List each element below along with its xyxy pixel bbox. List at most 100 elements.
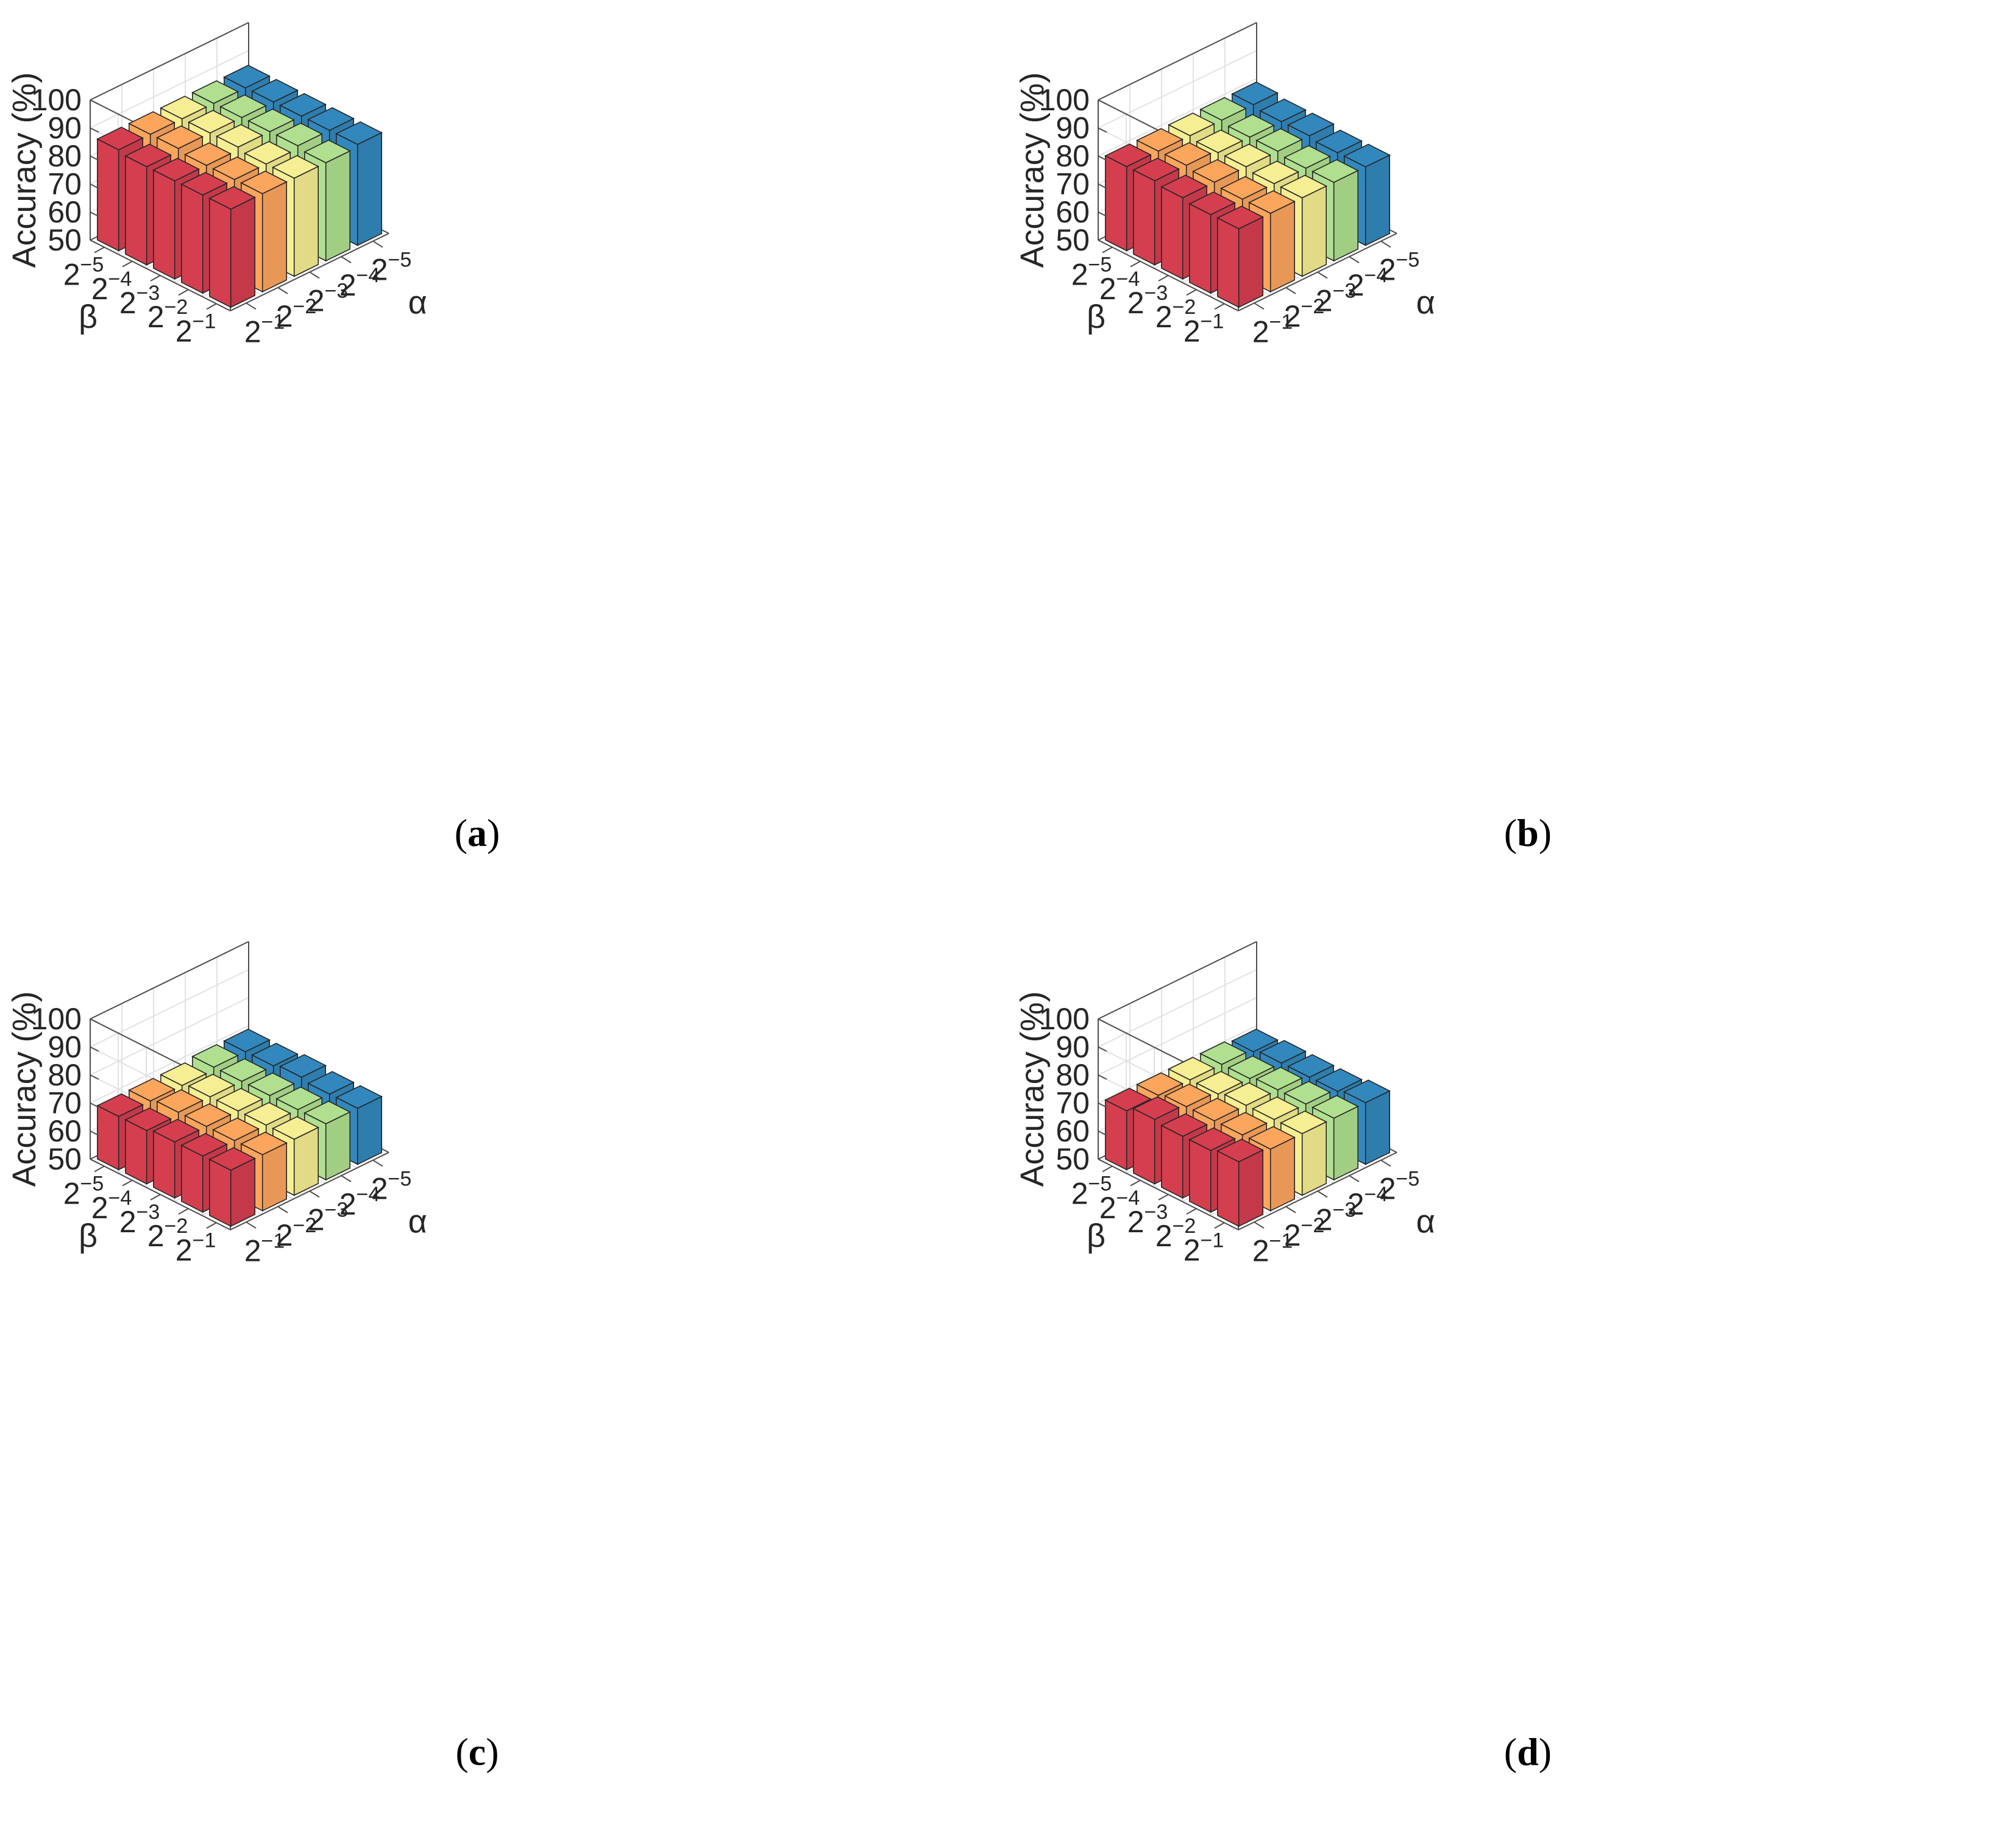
box-edge [90,941,249,1020]
bar-top [184,142,232,166]
beta-tick-label: 2−3 [119,282,160,320]
bar-face [1269,1137,1296,1212]
beta-tick [1158,1194,1169,1201]
bar-top [188,110,235,134]
z-tick [1098,1159,1107,1164]
bar-top [303,140,351,163]
bar-alpha1-beta1 [1216,1138,1264,1227]
alpha-tick [1349,1175,1360,1182]
alpha-tick [309,271,320,279]
bar-top [1160,1113,1208,1137]
beta-tick-label: 2−3 [1127,282,1168,320]
beta-axis-label: β [79,1218,98,1254]
z-tick-label: 90 [1056,1030,1090,1064]
alpha-tick [1285,1206,1296,1213]
bar-top [1227,1055,1275,1079]
bar-top [1199,1041,1247,1065]
beta-tick-label: 2−5 [63,254,104,292]
bar-face [1333,1105,1359,1181]
bar-face [325,150,351,262]
alpha-tick [246,302,257,310]
z-tick-label: 80 [1056,1058,1090,1092]
beta-tick [1158,275,1169,282]
bar-top [1188,1127,1236,1151]
beta-tick [1130,260,1141,268]
z-tick [90,99,99,105]
z-tick-label: 80 [48,1058,82,1092]
z-tick-label: 70 [1056,1086,1090,1120]
bar-face [208,197,232,308]
bar-face [1216,1150,1240,1227]
bar-top [1192,1098,1240,1122]
bar-top [1283,1080,1331,1105]
bar-top [247,1072,295,1096]
bar-face [1188,203,1212,294]
bar-face [1161,186,1184,280]
z-tick-label: 50 [48,223,82,257]
alpha-tick-label: 2−2 [276,295,317,333]
beta-tick-label: 2−5 [1071,1173,1112,1211]
alpha-axis-label: α [408,285,427,321]
z-tick-label: 100 [31,1002,82,1036]
bar-top [307,1071,355,1095]
alpha-tick-label: 2−2 [1284,1214,1325,1252]
bar-face [1105,1099,1127,1171]
bar-top [1168,112,1215,137]
bar-alpha1-beta1 [208,186,256,308]
bar-top [128,111,176,135]
bar-top [1280,174,1327,199]
bar-face [1333,169,1359,262]
beta-tick-label: 2−5 [1071,254,1112,292]
bar-top [1160,174,1208,199]
bar-top [1311,1095,1359,1119]
beta-tick [1186,289,1197,296]
bar-top [1227,114,1275,138]
z-tick [1098,211,1107,217]
bar-top [160,1062,207,1087]
z-tick-label: 60 [1056,195,1090,229]
alpha-tick [1254,302,1265,310]
bar-top [219,94,267,118]
bar-face [180,183,204,294]
bar-top [272,1116,319,1140]
z-axis-label: Accuracy (%) [6,991,43,1187]
z-tick [1098,99,1107,105]
alpha-tick [372,1159,383,1167]
bar-alpha1-beta1 [1216,205,1264,308]
beta-tick [94,1165,105,1173]
bar-top [1224,143,1271,168]
z-tick [90,211,99,217]
alpha-tick-label: 2−1 [244,310,285,349]
alpha-tick-label: 2−5 [371,249,412,287]
z-tick-label: 100 [1039,83,1090,117]
bar-top [272,155,319,179]
bar-top [191,80,239,104]
bar-top [180,1133,228,1157]
z-tick-label: 90 [48,111,82,145]
box-edge [90,22,249,101]
bar-top [212,1117,260,1141]
alpha-tick [372,240,383,248]
panel-c: 50 60 70 80 90 100 Accuracy (%) 2−1 2−2 2−3 2−4 2−5… [0,919,1008,1838]
bar-top [1248,190,1296,214]
bar-face [208,1159,232,1227]
beta-tick-label: 2−1 [1184,310,1224,348]
z-tick [90,1046,99,1052]
bar-top [1188,191,1236,216]
z-tick [1098,1074,1107,1080]
bar-top [1196,129,1243,154]
beta-tick [1186,1208,1197,1215]
z-tick-label: 80 [1056,139,1090,173]
beta-tick-label: 2−2 [147,296,188,334]
bar-face [1301,185,1327,277]
alpha-tick-label: 2−4 [1347,1183,1388,1221]
z-tick-label: 60 [48,1114,82,1148]
alpha-tick-label: 2−4 [339,1183,380,1221]
beta-tick-label: 2−2 [1155,296,1196,334]
z-axis-label: Accuracy (%) [1014,991,1051,1187]
beta-tick [178,289,189,296]
